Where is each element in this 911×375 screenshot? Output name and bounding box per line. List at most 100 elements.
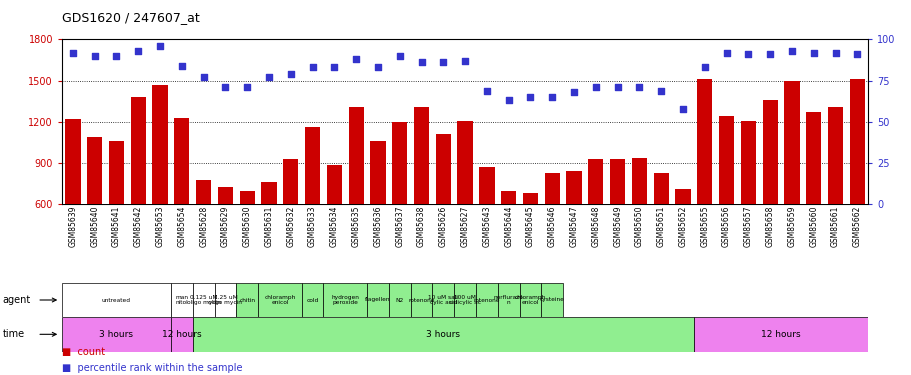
Text: GSM85653: GSM85653	[156, 206, 164, 248]
Bar	[783, 81, 799, 204]
Text: GSM85641: GSM85641	[112, 206, 121, 248]
Text: 100 uM
salicylic ac: 100 uM salicylic ac	[448, 295, 481, 305]
Bar	[366, 283, 388, 317]
Text: GSM85626: GSM85626	[438, 206, 447, 248]
Point	[588, 84, 602, 90]
Text: GSM85647: GSM85647	[569, 206, 578, 248]
Bar	[258, 283, 302, 317]
Text: GSM85628: GSM85628	[199, 206, 208, 247]
Text: chloramph
enicol: chloramph enicol	[515, 295, 546, 305]
Bar	[566, 171, 581, 204]
Bar	[174, 118, 189, 204]
Bar	[631, 158, 646, 204]
Text: GSM85661: GSM85661	[830, 206, 839, 248]
Bar	[388, 283, 410, 317]
Point	[218, 84, 232, 90]
Bar	[196, 180, 211, 204]
Point	[153, 43, 168, 49]
Text: GSM85642: GSM85642	[134, 206, 143, 248]
Bar	[326, 165, 342, 204]
Bar	[283, 159, 298, 204]
Point	[392, 53, 406, 59]
Text: GSM85630: GSM85630	[242, 206, 251, 248]
Point	[523, 94, 537, 100]
Text: hydrogen
peroxide: hydrogen peroxide	[331, 295, 359, 305]
Bar	[675, 189, 690, 204]
Text: GDS1620 / 247607_at: GDS1620 / 247607_at	[62, 11, 200, 24]
Bar	[718, 116, 733, 204]
Text: N2: N2	[395, 297, 404, 303]
Text: GSM85644: GSM85644	[504, 206, 513, 248]
Bar	[609, 159, 625, 204]
Bar	[66, 119, 80, 204]
Point	[349, 56, 363, 62]
Text: GSM85655: GSM85655	[700, 206, 709, 248]
Text: 10 uM sali
cylic acid: 10 uM sali cylic acid	[428, 295, 458, 305]
Bar	[192, 283, 214, 317]
Bar	[497, 283, 519, 317]
Text: GSM85643: GSM85643	[482, 206, 491, 248]
Bar	[214, 283, 236, 317]
Point	[501, 98, 516, 104]
Text: GSM85650: GSM85650	[634, 206, 643, 248]
Text: chitin: chitin	[239, 297, 255, 303]
Point	[87, 53, 102, 59]
Point	[66, 50, 80, 55]
Text: cysteine: cysteine	[539, 297, 564, 303]
Bar	[87, 137, 102, 204]
Point	[741, 51, 755, 57]
Text: chloramph
enicol: chloramph enicol	[264, 295, 295, 305]
Text: GSM85662: GSM85662	[852, 206, 861, 248]
Point	[545, 94, 559, 100]
Point	[240, 84, 254, 90]
Bar	[588, 159, 603, 204]
Text: GSM85627: GSM85627	[460, 206, 469, 248]
Bar	[392, 122, 407, 204]
Bar	[653, 173, 668, 204]
Text: GSM85658: GSM85658	[765, 206, 773, 248]
Point	[783, 48, 798, 54]
Text: norflurazo
n: norflurazo n	[493, 295, 523, 305]
Bar	[192, 317, 693, 352]
Bar	[435, 134, 450, 204]
Point	[653, 87, 668, 93]
Text: GSM85651: GSM85651	[656, 206, 665, 248]
Text: GSM85633: GSM85633	[308, 206, 317, 248]
Text: cold: cold	[306, 297, 318, 303]
Point	[305, 64, 320, 70]
Point	[719, 50, 733, 55]
Bar	[696, 79, 711, 204]
Point	[131, 48, 146, 54]
Point	[283, 71, 298, 77]
Point	[849, 51, 864, 57]
Bar	[414, 107, 429, 204]
Point	[479, 87, 494, 93]
Bar	[304, 128, 320, 204]
Point	[609, 84, 624, 90]
Bar	[432, 283, 454, 317]
Text: agent: agent	[3, 295, 31, 305]
Bar	[479, 167, 494, 204]
Point	[109, 53, 124, 59]
Point	[631, 84, 646, 90]
Text: 3 hours: 3 hours	[99, 330, 133, 339]
Text: GSM85638: GSM85638	[416, 206, 425, 248]
Text: rotenone: rotenone	[473, 297, 499, 303]
Bar	[261, 182, 276, 204]
Text: GSM85635: GSM85635	[352, 206, 360, 248]
Bar	[762, 100, 777, 204]
Bar	[740, 120, 755, 204]
Point	[435, 60, 450, 66]
Text: 1.25 uM
oligo mycin: 1.25 uM oligo mycin	[209, 295, 242, 305]
Point	[174, 63, 189, 69]
Point	[414, 60, 428, 66]
Text: GSM85657: GSM85657	[743, 206, 752, 248]
Text: GSM85656: GSM85656	[722, 206, 731, 248]
Text: flagellen: flagellen	[364, 297, 390, 303]
Point	[370, 64, 384, 70]
Bar	[236, 283, 258, 317]
Bar	[218, 186, 233, 204]
Bar	[500, 190, 516, 204]
Bar	[323, 283, 366, 317]
Point	[457, 58, 472, 64]
